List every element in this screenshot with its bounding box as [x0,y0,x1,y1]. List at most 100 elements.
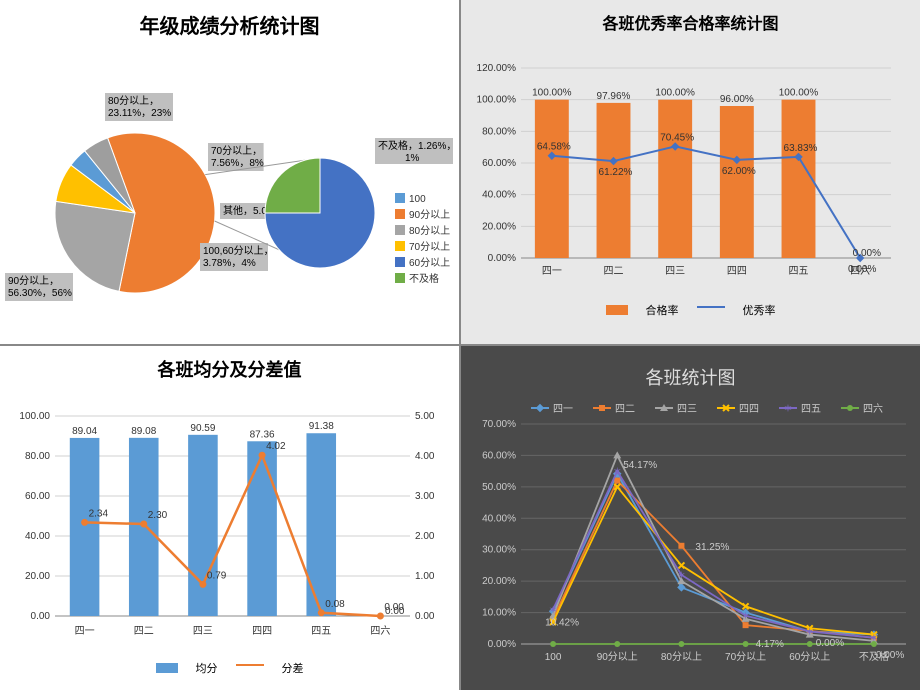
avg-var-legend: 均分 分差 [0,660,459,676]
svg-text:四二: 四二 [615,404,635,415]
pass-rate-title: 各班优秀率合格率统计图 [461,0,920,38]
legend-label-bar: 均分 [196,660,218,676]
svg-text:四五: 四五 [801,404,821,415]
svg-text:89.04: 89.04 [72,426,97,437]
svg-text:✶: ✶ [741,611,750,623]
svg-text:40.00: 40.00 [25,531,50,542]
svg-text:20.00%: 20.00% [482,576,516,587]
svg-text:100.00: 100.00 [19,411,50,422]
pie-chart: 90分以上，56.30%，56%80分以上，23.11%，23%70分以上，7.… [0,43,459,343]
svg-text:5.00: 5.00 [415,411,435,422]
svg-text:✶: ✶ [677,570,686,582]
svg-text:四六: 四六 [370,625,390,637]
svg-text:96.00%: 96.00% [720,94,754,105]
pie-title: 年级成绩分析统计图 [0,0,459,43]
legend-label-bar: 合格率 [646,302,679,318]
svg-text:70分以上: 70分以上 [725,651,766,663]
avg-var-chart: 0.0020.0040.0060.0080.00100.000.001.002.… [0,386,459,656]
svg-text:60分以上: 60分以上 [409,257,450,269]
svg-text:54.17%: 54.17% [623,460,657,471]
dashboard-grid: 年级成绩分析统计图 90分以上，56.30%，56% 80分以上，23.11%，2… [0,0,920,690]
svg-text:50.00%: 50.00% [482,482,516,493]
svg-text:不及格，1.26%，: 不及格，1.26%， [378,139,456,152]
svg-text:四三: 四三 [677,404,697,415]
svg-text:70.45%: 70.45% [660,132,694,143]
svg-text:0.00: 0.00 [415,611,435,622]
svg-text:✶: ✶ [548,604,557,616]
svg-text:100: 100 [409,194,426,205]
svg-text:2.30: 2.30 [148,510,168,521]
svg-text:80.00: 80.00 [25,451,50,462]
svg-text:✶: ✶ [805,626,814,638]
svg-text:✶: ✶ [613,466,622,478]
svg-text:四六: 四六 [863,403,883,415]
svg-text:0.00%: 0.00% [816,638,844,649]
svg-text:100,60分以上，: 100,60分以上， [203,245,274,257]
svg-text:87.36: 87.36 [250,429,275,440]
svg-text:23.11%，23%: 23.11%，23% [108,108,171,119]
svg-text:89.08: 89.08 [131,426,156,437]
svg-text:✶: ✶ [783,403,792,415]
svg-text:60.00%: 60.00% [482,450,516,461]
svg-text:97.96%: 97.96% [597,91,631,102]
svg-text:100.00%: 100.00% [532,88,572,99]
svg-text:1%: 1% [405,153,420,164]
svg-text:63.83%: 63.83% [784,143,818,154]
svg-text:56.30%，56%: 56.30%，56% [8,288,72,299]
svg-text:不及格: 不及格 [409,272,439,285]
svg-text:90分以上: 90分以上 [409,209,450,221]
svg-text:四一: 四一 [553,404,573,415]
svg-text:60分以上: 60分以上 [789,651,830,663]
svg-text:100.00%: 100.00% [655,88,695,99]
svg-text:20.00%: 20.00% [482,221,516,232]
pass-rate-legend: 合格率 优秀率 [461,302,920,318]
svg-text:四三: 四三 [665,266,685,277]
panel-pie: 年级成绩分析统计图 90分以上，56.30%，56% 80分以上，23.11%，2… [0,0,459,344]
svg-text:3.00: 3.00 [415,491,435,502]
svg-text:120.00%: 120.00% [477,63,517,74]
svg-text:100: 100 [545,652,562,663]
svg-text:100.00%: 100.00% [477,95,517,106]
legend-swatch-bar [156,663,178,673]
svg-text:0.00%: 0.00% [853,248,881,259]
svg-text:64.58%: 64.58% [537,142,571,153]
svg-text:70.00%: 70.00% [482,419,516,430]
panel-class-stats: 各班统计图 0.00%10.00%20.00%30.00%40.00%50.00… [461,346,920,690]
svg-text:3.78%，4%: 3.78%，4% [203,258,256,269]
svg-text:90分以上，: 90分以上， [8,275,59,287]
legend-label-line: 分差 [282,660,304,676]
svg-text:2.34: 2.34 [89,508,109,519]
panel-pass-rate: 各班优秀率合格率统计图 0.00%20.00%40.00%60.00%80.00… [461,0,920,344]
svg-text:91.38: 91.38 [309,421,334,432]
svg-text:四四: 四四 [252,626,272,637]
class-stats-title: 各班统计图 [461,346,920,394]
svg-text:0.00: 0.00 [385,606,405,617]
svg-text:0.00%: 0.00% [488,639,516,650]
class-stats-chart: 0.00%10.00%20.00%30.00%40.00%50.00%60.00… [461,394,920,684]
svg-text:70分以上，: 70分以上， [211,145,262,157]
svg-text:60.00%: 60.00% [482,158,516,169]
legend-swatch-line [697,306,725,308]
svg-text:4.02: 4.02 [266,441,286,452]
svg-text:4.17%: 4.17% [756,639,784,650]
pass-rate-chart: 0.00%20.00%40.00%60.00%80.00%100.00%120.… [461,38,920,298]
svg-text:0.79: 0.79 [207,570,227,581]
svg-text:0.00%: 0.00% [876,650,904,661]
panel-avg-var: 各班均分及分差值 0.0020.0040.0060.0080.00100.000… [0,346,459,690]
svg-text:80分以上: 80分以上 [661,651,702,663]
svg-text:100.00%: 100.00% [779,88,819,99]
svg-text:40.00%: 40.00% [482,513,516,524]
svg-text:四二: 四二 [134,626,154,637]
avg-var-title: 各班均分及分差值 [0,346,459,386]
svg-text:4.00: 4.00 [415,451,435,462]
svg-text:10.00%: 10.00% [482,608,516,619]
svg-text:31.25%: 31.25% [695,542,729,553]
legend-swatch-line [236,664,264,666]
svg-text:80分以上: 80分以上 [409,225,450,237]
svg-text:80分以上，: 80分以上， [108,95,159,107]
svg-text:10.42%: 10.42% [545,617,579,628]
svg-text:20.00: 20.00 [25,571,50,582]
svg-text:1.00: 1.00 [415,571,435,582]
svg-text:90.59: 90.59 [190,423,215,434]
svg-text:四一: 四一 [542,266,562,277]
